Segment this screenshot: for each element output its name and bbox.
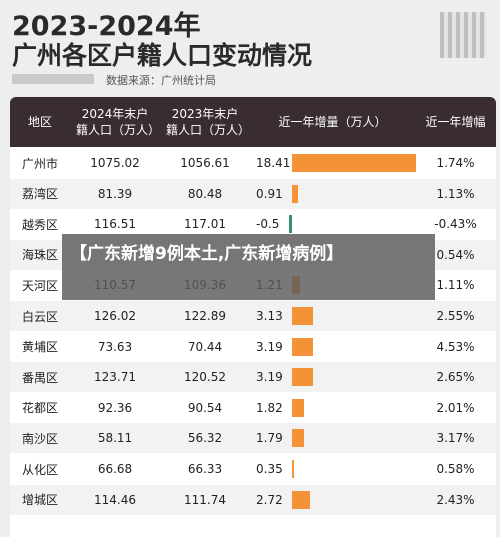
pop-2024: 126.02: [94, 309, 136, 323]
district: 花都区: [21, 401, 58, 416]
pop-2023: 122.89: [184, 309, 226, 323]
table: 地区 2024年末户籍人口（万人） 2023年末户籍人口（万人） 近一年增量（万人）近…: [10, 97, 496, 537]
growth-rate: -0.43%: [434, 217, 477, 232]
table-row: 黄埔区 73.63 70.44 3.19 4.53%: [10, 331, 496, 362]
change: 18.41: [256, 156, 291, 170]
district: 白云区: [21, 309, 58, 324]
growth-rate: 1.11%: [436, 278, 475, 293]
column-header: 2023年末户籍人口（万人）: [160, 97, 250, 147]
column-header: 地区: [10, 97, 70, 147]
change: 3.13: [256, 309, 283, 323]
district: 从化区: [21, 462, 58, 477]
district: 越秀区: [21, 217, 58, 232]
growth-rate: 2.43%: [436, 492, 475, 507]
change: 3.19: [256, 339, 283, 354]
table-row: 荔湾区 81.39 80.48 0.91 1.13%: [10, 178, 496, 209]
change-bar: [292, 460, 295, 478]
change-bar: [292, 368, 314, 387]
pop-2024: 73.63: [97, 339, 133, 354]
growth-rate: 0.58%: [436, 462, 475, 476]
change-bar: [292, 184, 299, 203]
change-bar: [292, 337, 314, 356]
table-row: 番禺区 123.71 120.52 3.19 2.65%: [10, 362, 496, 393]
change: 2.72: [256, 492, 283, 507]
district: 天河区: [21, 278, 58, 293]
growth-rate: 0.54%: [436, 247, 475, 262]
change-bar: [292, 307, 314, 325]
change-bar: [292, 398, 305, 417]
column-header: 近一年增量（万人）: [250, 97, 415, 147]
pop-2024: 123.71: [94, 370, 136, 385]
growth-rate: 1.13%: [436, 186, 475, 201]
pop-2023: 117.01: [184, 217, 226, 232]
district: 南沙区: [21, 431, 58, 446]
pop-2023: 56.32: [187, 431, 223, 446]
district: 荔湾区: [21, 187, 58, 202]
table-row: 增城区 114.46 111.74 2.72 2.43%: [10, 484, 496, 515]
change: 0.91: [256, 186, 283, 201]
table-row: 南沙区 58.11 56.32 1.79 3.17%: [10, 423, 496, 454]
district: 海珠区: [21, 248, 58, 263]
change-bar: [292, 490, 311, 509]
pop-2023: 90.54: [187, 400, 223, 415]
pop-2024: 58.11: [97, 431, 133, 446]
pop-2023: 1056.61: [180, 156, 230, 170]
pop-2024: 1075.02: [90, 156, 140, 170]
source-bar: [12, 74, 94, 84]
change-bar: [292, 429, 305, 448]
qr-code[interactable]: [440, 12, 486, 58]
growth-rate: 2.65%: [436, 370, 475, 385]
district: 增城区: [21, 493, 58, 508]
district: 黄埔区: [21, 340, 58, 355]
growth-rate: 3.17%: [436, 431, 475, 446]
change-bar: [288, 215, 292, 234]
title-year: 2023-2024年: [12, 11, 201, 42]
change: 1.79: [256, 431, 283, 446]
pop-2024: 116.51: [94, 217, 136, 232]
pop-2024: 81.39: [97, 186, 133, 201]
news-banner[interactable]: 【广东新增9例本土,广东新增病例】: [62, 234, 435, 300]
column-header: 2024年末户籍人口（万人）: [70, 97, 160, 147]
table-row: 白云区 126.02 122.89 3.13 2.55%: [10, 301, 496, 331]
change: 1.82: [256, 400, 283, 415]
growth-rate: 2.55%: [436, 309, 475, 323]
pop-2024: 114.46: [94, 492, 136, 507]
change: 0.35: [256, 462, 283, 476]
column-header: 近一年增幅: [415, 97, 496, 147]
change: -0.5: [256, 217, 280, 232]
table-row: 越秀区 116.51 117.01 -0.5 -0.43%: [10, 209, 496, 240]
growth-rate: 2.01%: [436, 400, 475, 415]
change: 3.19: [256, 370, 283, 385]
pop-2023: 80.48: [187, 186, 223, 201]
growth-rate: 1.74%: [436, 156, 475, 170]
table-row: 从化区 66.68 66.33 0.35 0.58%: [10, 454, 496, 484]
change-bar: [292, 154, 416, 172]
growth-rate: 4.53%: [436, 339, 475, 354]
district: 番禺区: [21, 370, 58, 385]
pop-2023: 70.44: [187, 339, 223, 354]
title: 广州各区户籍人口变动情况: [12, 41, 313, 70]
pop-2023: 66.33: [187, 462, 223, 476]
district: 广州市: [21, 156, 58, 171]
pop-2024: 66.68: [97, 462, 133, 476]
table-row: 广州市 1075.02 1056.61 18.41 1.74%: [10, 148, 496, 178]
table-row: 花都区 92.36 90.54 1.82 2.01%: [10, 392, 496, 423]
pop-2024: 92.36: [97, 400, 133, 415]
pop-2023: 120.52: [184, 370, 226, 385]
pop-2023: 111.74: [184, 492, 226, 507]
source: 数据来源：广州统计局: [106, 74, 216, 87]
